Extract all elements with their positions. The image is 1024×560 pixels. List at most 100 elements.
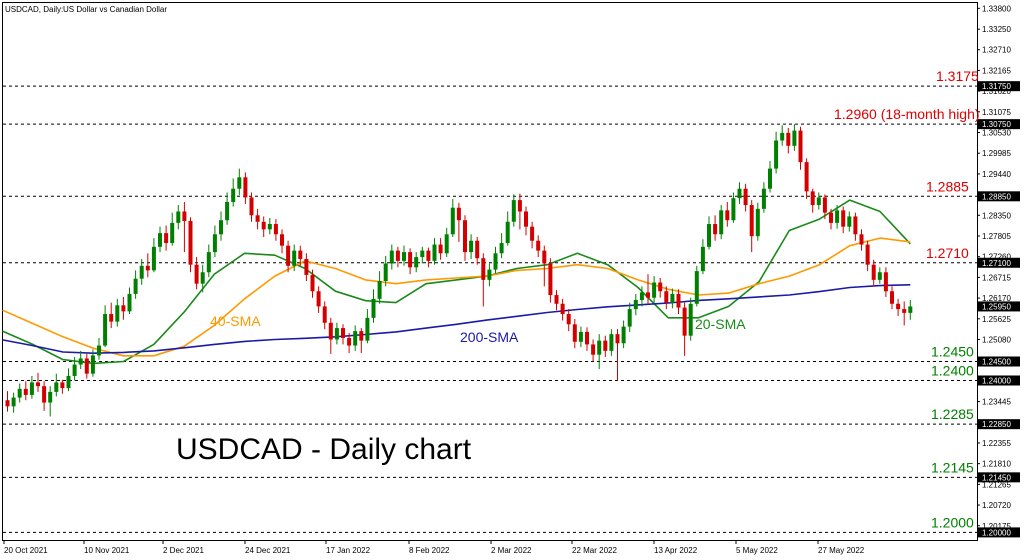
candle-body — [517, 200, 522, 212]
axis-tag-bg — [978, 527, 1020, 538]
candle — [206, 244, 211, 278]
candle-body — [90, 355, 95, 374]
candle-body — [383, 263, 388, 281]
candle — [365, 309, 370, 344]
candle-body — [786, 132, 791, 146]
candle-body — [615, 334, 620, 344]
y-tick-label: 1.32165 — [982, 66, 1011, 75]
candle-body — [700, 246, 705, 272]
candle — [280, 229, 284, 254]
candle-body — [578, 331, 583, 342]
axis-tag-text: 1.28850 — [982, 192, 1011, 201]
candle-body — [432, 244, 437, 261]
candle-body — [23, 388, 28, 395]
candle — [377, 271, 382, 304]
candle-body — [145, 265, 150, 271]
axis-price-tag: 1.20000 — [978, 527, 1020, 538]
candle-body — [713, 224, 718, 235]
candle — [481, 253, 486, 307]
candle-body — [883, 272, 888, 292]
candle — [36, 372, 40, 392]
candle — [511, 194, 516, 227]
sma-line-200-sma — [2, 284, 911, 355]
candle-body — [139, 265, 144, 279]
candle — [359, 328, 364, 354]
level-lines — [3, 85, 977, 533]
candle — [865, 240, 870, 272]
candle — [426, 247, 431, 268]
axis-tag-bg — [978, 119, 1020, 130]
sma-annotation: 40-SMA — [210, 313, 261, 329]
axis-tag-bg — [978, 81, 1020, 92]
y-tick-label: 1.22355 — [982, 439, 1011, 448]
candle-body — [280, 234, 284, 246]
candle-body — [29, 382, 34, 395]
candle — [755, 202, 760, 241]
candle — [90, 349, 95, 377]
y-tick-label: 1.27805 — [982, 232, 1011, 241]
candle-body — [60, 382, 65, 389]
candle — [347, 333, 352, 354]
candle — [585, 327, 589, 351]
candle-body — [347, 337, 352, 346]
candle — [463, 215, 467, 261]
candle — [804, 158, 809, 199]
axis-tag-bg — [978, 375, 1020, 386]
candle — [780, 125, 785, 146]
candle — [121, 296, 126, 320]
candle — [896, 298, 901, 316]
candle-body — [835, 210, 840, 223]
candle — [42, 381, 47, 411]
candle-body — [151, 246, 156, 271]
candle-body — [639, 292, 644, 300]
y-tick-label: 1.26715 — [982, 273, 1011, 282]
level-label: 1.2400 — [931, 362, 974, 378]
candle — [566, 309, 571, 332]
candle-body — [572, 324, 577, 342]
y-tick-label: 1.20720 — [982, 501, 1011, 510]
candle — [383, 255, 388, 287]
candle — [536, 235, 541, 258]
candle — [816, 192, 821, 210]
candle — [682, 302, 687, 356]
candle — [841, 206, 846, 234]
axis-tag-text: 1.21450 — [982, 473, 1011, 482]
axis-price-tag: 1.24000 — [978, 375, 1020, 386]
candle — [328, 317, 333, 354]
candle — [414, 252, 419, 273]
candle — [267, 217, 272, 235]
candle-body — [426, 250, 431, 261]
candle-body — [646, 292, 650, 298]
candle — [109, 302, 114, 329]
candle-body — [859, 234, 864, 245]
y-tick-label: 1.33250 — [982, 25, 1011, 34]
candle-body — [585, 331, 589, 345]
candle — [194, 257, 199, 290]
candle-body — [829, 212, 833, 223]
candle-body — [304, 258, 309, 275]
candle-body — [621, 326, 626, 344]
candle-body — [371, 298, 376, 318]
x-tick-label: 17 Jan 2022 — [326, 546, 371, 555]
candle-body — [54, 382, 59, 392]
candle-body — [255, 215, 260, 222]
candle — [310, 269, 315, 298]
candle-body — [597, 340, 602, 355]
candle-body — [761, 188, 766, 209]
candle — [505, 211, 510, 246]
candle — [438, 238, 443, 260]
candle-body — [798, 130, 803, 163]
candle — [707, 216, 711, 250]
x-tick-label: 22 Mar 2022 — [572, 546, 617, 555]
candle — [420, 246, 425, 264]
candle — [639, 286, 644, 307]
candle-body — [353, 331, 358, 346]
candle — [158, 226, 162, 253]
candle-body — [560, 303, 565, 315]
candle — [615, 329, 620, 381]
candle — [786, 127, 791, 154]
level-label: 1.2000 — [931, 514, 974, 530]
y-tick-label: 1.21810 — [982, 460, 1011, 469]
candle-body — [591, 344, 596, 355]
candle-body — [334, 328, 339, 340]
